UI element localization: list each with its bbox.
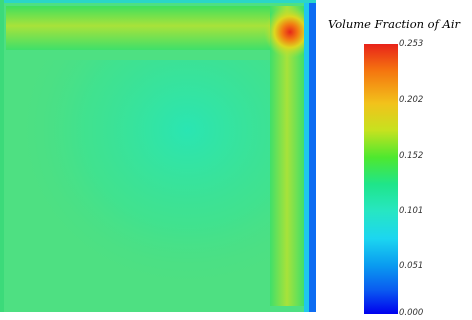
colorbar-tick-label: 0.253: [399, 39, 424, 49]
right-edge-blue: [309, 0, 316, 312]
contour-plot: [0, 0, 316, 312]
top-edge-cyan: [0, 0, 316, 3]
corner-hotspot: [264, 6, 316, 58]
colorbar-tick-label: 0.000: [399, 308, 424, 318]
right-edge-cyan: [304, 0, 309, 312]
colorbar: [364, 44, 398, 314]
colorbar-tick-label: 0.101: [399, 206, 424, 216]
interior-cyan-region: [20, 60, 290, 310]
left-edge: [0, 0, 4, 312]
colorbar-tick-label: 0.152: [399, 151, 424, 161]
legend-title: Volume Fraction of Air: [328, 17, 460, 31]
colorbar-tick-label: 0.202: [399, 95, 424, 105]
top-band: [6, 6, 304, 50]
colorbar-tick-label: 0.051: [399, 261, 424, 271]
